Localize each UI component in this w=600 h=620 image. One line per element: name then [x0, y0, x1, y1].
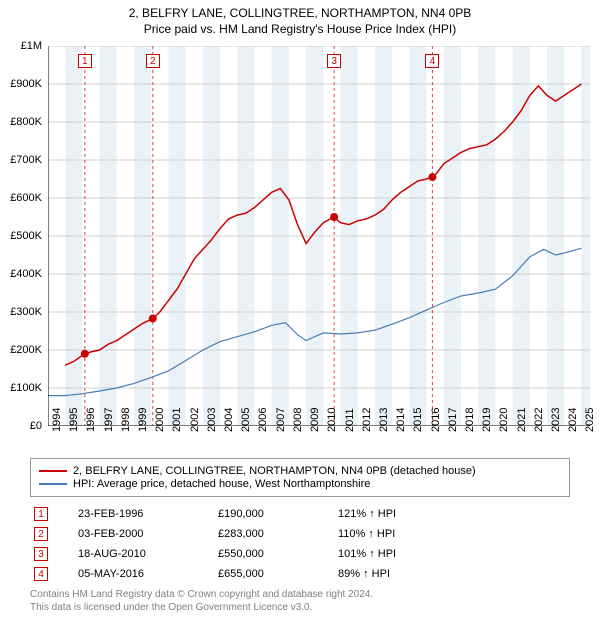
transaction-number-box: 2 [34, 527, 48, 541]
transaction-hpi: 89% ↑ HPI [338, 568, 458, 580]
transaction-marker: 1 [78, 54, 92, 68]
legend-label: 2, BELFRY LANE, COLLINGTREE, NORTHAMPTON… [73, 465, 476, 477]
y-tick-label: £900K [0, 78, 42, 90]
transaction-number-box: 4 [34, 567, 48, 581]
legend-swatch [39, 470, 67, 472]
legend-item: HPI: Average price, detached house, West… [39, 478, 561, 490]
y-tick-label: £300K [0, 306, 42, 318]
x-tick-label: 1998 [120, 408, 132, 432]
x-tick-label: 2006 [257, 408, 269, 432]
transaction-row: 1 23-FEB-1996£190,000121% ↑ HPI [30, 504, 570, 524]
x-tick-label: 2021 [516, 408, 528, 432]
transaction-row: 2 03-FEB-2000£283,000110% ↑ HPI [30, 524, 570, 544]
transaction-price: £655,000 [218, 568, 338, 580]
chart-svg [48, 46, 590, 426]
chart-container: 2, BELFRY LANE, COLLINGTREE, NORTHAMPTON… [0, 0, 600, 620]
x-tick-label: 2013 [378, 408, 390, 432]
transaction-marker: 4 [425, 54, 439, 68]
transaction-date: 23-FEB-1996 [78, 508, 218, 520]
chart-area: £0£100K£200K£300K£400K£500K£600K£700K£80… [48, 46, 590, 426]
y-tick-label: £700K [0, 154, 42, 166]
x-tick-label: 2014 [395, 408, 407, 432]
legend-item: 2, BELFRY LANE, COLLINGTREE, NORTHAMPTON… [39, 465, 561, 477]
x-tick-label: 2017 [447, 408, 459, 432]
x-tick-label: 2024 [567, 408, 579, 432]
x-tick-label: 2007 [275, 408, 287, 432]
x-tick-label: 2000 [154, 408, 166, 432]
y-tick-label: £800K [0, 116, 42, 128]
x-tick-label: 2005 [240, 408, 252, 432]
transaction-marker: 3 [327, 54, 341, 68]
x-tick-label: 2009 [309, 408, 321, 432]
y-tick-label: £400K [0, 268, 42, 280]
transaction-date: 18-AUG-2010 [78, 548, 218, 560]
x-tick-label: 2015 [412, 408, 424, 432]
x-tick-label: 2012 [361, 408, 373, 432]
x-tick-label: 2002 [189, 408, 201, 432]
transaction-price: £190,000 [218, 508, 338, 520]
titles: 2, BELFRY LANE, COLLINGTREE, NORTHAMPTON… [0, 0, 600, 36]
x-tick-label: 1995 [68, 408, 80, 432]
x-tick-label: 2023 [550, 408, 562, 432]
x-tick-label: 2003 [206, 408, 218, 432]
transaction-marker: 2 [146, 54, 160, 68]
y-tick-label: £100K [0, 382, 42, 394]
x-tick-label: 1999 [137, 408, 149, 432]
x-tick-label: 2011 [344, 408, 356, 432]
y-tick-label: £0 [0, 420, 42, 432]
x-tick-label: 2020 [498, 408, 510, 432]
title-address: 2, BELFRY LANE, COLLINGTREE, NORTHAMPTON… [0, 6, 600, 20]
transaction-price: £283,000 [218, 528, 338, 540]
transaction-date: 03-FEB-2000 [78, 528, 218, 540]
transaction-hpi: 101% ↑ HPI [338, 548, 458, 560]
legend: 2, BELFRY LANE, COLLINGTREE, NORTHAMPTON… [30, 458, 570, 497]
title-subtitle: Price paid vs. HM Land Registry's House … [0, 22, 600, 36]
footer-line-1: Contains HM Land Registry data © Crown c… [30, 588, 570, 601]
y-tick-label: £1M [0, 40, 42, 52]
y-tick-label: £200K [0, 344, 42, 356]
x-tick-label: 2010 [326, 408, 338, 432]
x-tick-label: 2004 [223, 408, 235, 432]
x-tick-label: 2019 [481, 408, 493, 432]
x-tick-label: 1996 [85, 408, 97, 432]
transaction-hpi: 110% ↑ HPI [338, 528, 458, 540]
transaction-date: 05-MAY-2016 [78, 568, 218, 580]
transaction-row: 3 18-AUG-2010£550,000101% ↑ HPI [30, 544, 570, 564]
legend-swatch [39, 483, 67, 485]
transaction-number-box: 3 [34, 547, 48, 561]
transaction-hpi: 121% ↑ HPI [338, 508, 458, 520]
x-tick-label: 2018 [464, 408, 476, 432]
transaction-row: 4 05-MAY-2016£655,00089% ↑ HPI [30, 564, 570, 584]
legend-label: HPI: Average price, detached house, West… [73, 478, 370, 490]
y-tick-label: £600K [0, 192, 42, 204]
x-tick-label: 2008 [292, 408, 304, 432]
x-tick-label: 2022 [533, 408, 545, 432]
x-tick-label: 2025 [584, 408, 596, 432]
transaction-price: £550,000 [218, 548, 338, 560]
x-tick-label: 1994 [51, 408, 63, 432]
x-tick-label: 2016 [430, 408, 442, 432]
x-tick-label: 1997 [103, 408, 115, 432]
footer-line-2: This data is licensed under the Open Gov… [30, 601, 570, 614]
transaction-number-box: 1 [34, 507, 48, 521]
y-tick-label: £500K [0, 230, 42, 242]
footer: Contains HM Land Registry data © Crown c… [30, 588, 570, 614]
x-tick-label: 2001 [171, 408, 183, 432]
transactions-table: 1 23-FEB-1996£190,000121% ↑ HPI 2 03-FEB-20… [30, 504, 570, 584]
